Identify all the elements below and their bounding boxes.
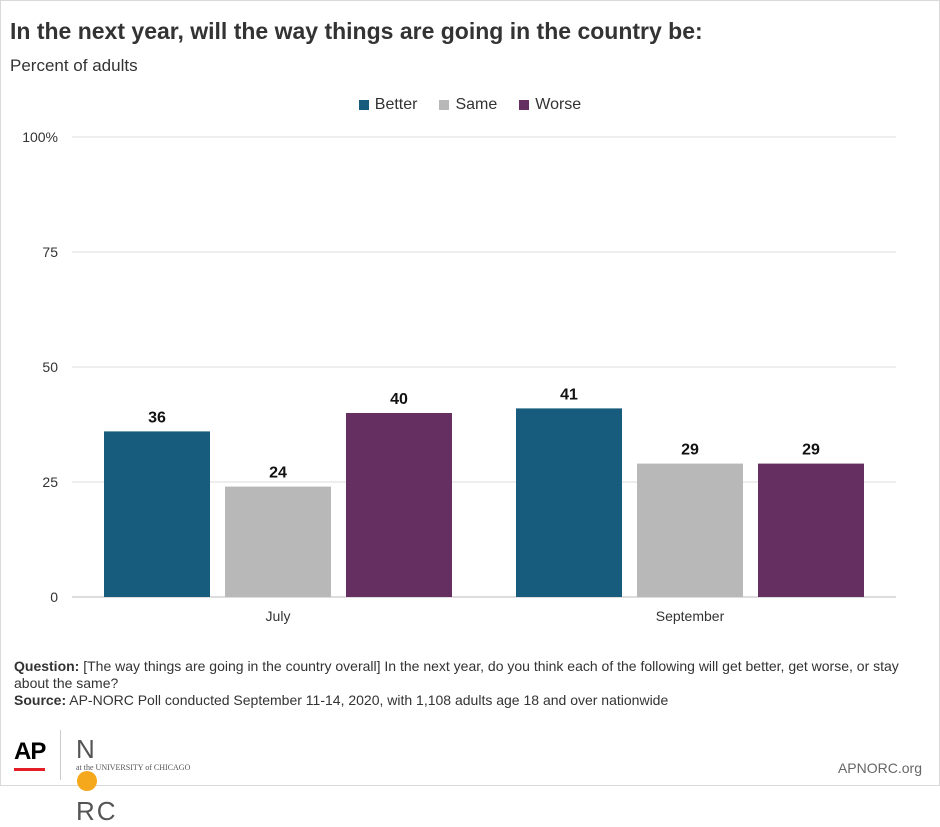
bar-worse (346, 413, 452, 597)
bar-better (516, 408, 622, 597)
legend-swatch-worse (519, 100, 530, 110)
data-label: 29 (802, 442, 820, 459)
legend-item-same: Same (439, 96, 497, 114)
y-tick-label: 0 (50, 589, 58, 605)
y-tick-label: 75 (42, 244, 58, 260)
chart-title: In the next year, will the way things ar… (10, 18, 703, 44)
legend-label-same: Same (455, 96, 498, 113)
data-label: 29 (681, 442, 699, 459)
question-note: Question: [The way things are going in t… (14, 658, 914, 692)
bar-chart: 0 25 50 75 100% 36 24 40 July 41 29 29 September (22, 129, 896, 624)
norc-o-icon (77, 771, 97, 791)
x-tick-label: September (656, 608, 725, 624)
legend-swatch-same (439, 100, 450, 110)
legend-item-better: Better (358, 96, 418, 114)
logo-divider (60, 730, 61, 780)
norc-logo-rc: RC (76, 796, 118, 826)
y-tick-label: 50 (42, 359, 58, 375)
data-label: 40 (390, 391, 408, 408)
y-tick-label: 100% (22, 129, 58, 145)
source-label: Source: (14, 692, 67, 708)
legend-item-worse: Worse (519, 96, 581, 114)
bar-same (225, 486, 331, 597)
chart-subtitle: Percent of adults (10, 56, 138, 75)
bar-better (104, 431, 210, 597)
legend-label-worse: Worse (535, 96, 582, 113)
y-tick-label: 25 (42, 474, 58, 490)
bar-same (637, 463, 743, 597)
legend-swatch-better (358, 100, 369, 110)
ap-logo-underline (14, 768, 45, 771)
x-tick-label: July (266, 608, 291, 624)
bar-worse (758, 463, 864, 597)
data-label: 24 (269, 465, 287, 482)
data-label: 36 (148, 409, 166, 426)
ap-logo: AP (14, 738, 46, 765)
norc-logo-subtitle: at the UNIVERSITY of CHICAGO (76, 763, 191, 772)
norc-logo: N RC (76, 734, 118, 827)
chart-notes: Question: [The way things are going in t… (14, 658, 914, 709)
legend-label-better: Better (374, 96, 418, 113)
source-text: AP-NORC Poll conducted September 11-14, … (69, 692, 669, 708)
data-label: 41 (560, 386, 578, 403)
site-url: APNORC.org (837, 760, 922, 776)
source-note: Source: AP-NORC Poll conducted September… (14, 692, 914, 709)
question-text: [The way things are going in the country… (14, 658, 899, 691)
question-label: Question: (14, 658, 80, 674)
legend: Better Same Worse (0, 96, 940, 114)
norc-logo-n: N (76, 734, 97, 764)
